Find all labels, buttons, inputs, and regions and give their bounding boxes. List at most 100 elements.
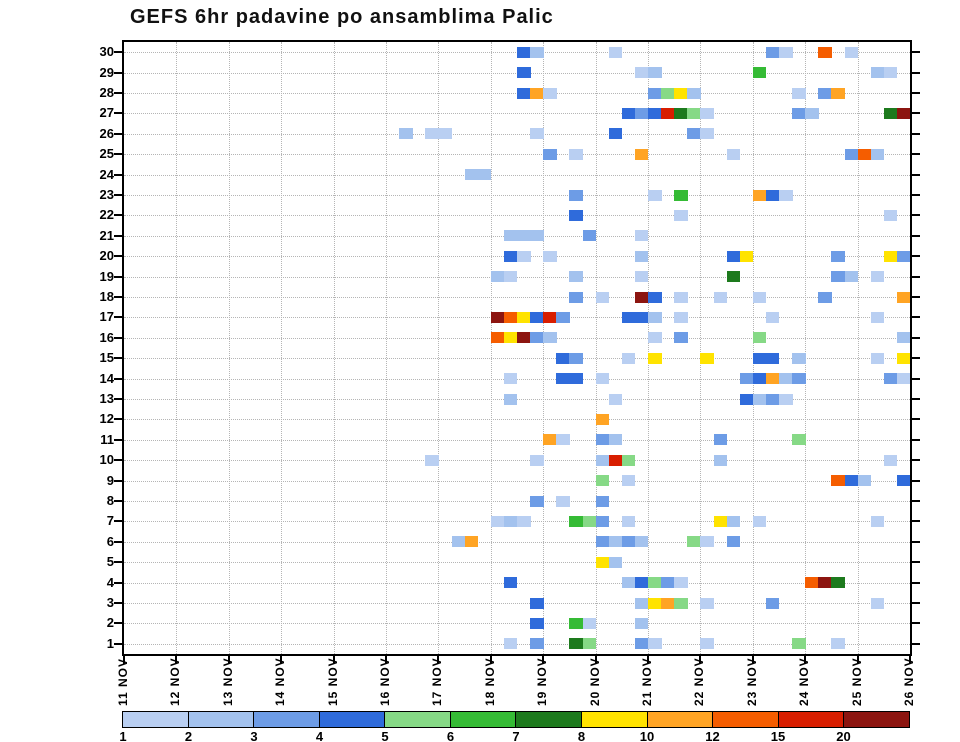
heatmap-cell <box>543 250 557 262</box>
heatmap-cell <box>517 46 531 58</box>
heatmap-cell <box>739 373 754 385</box>
heatmap-cell <box>648 577 662 589</box>
heatmap-cell <box>556 311 570 323</box>
heatmap-cell <box>831 475 845 487</box>
y-axis-tick <box>912 92 920 94</box>
y-axis-tick <box>114 194 122 196</box>
heatmap-cell <box>779 393 793 405</box>
heatmap-cell <box>700 107 714 119</box>
x-axis-label: 20 NOV <box>587 657 602 706</box>
heatmap-cell <box>425 454 439 466</box>
heatmap-cell <box>700 128 714 140</box>
heatmap-cell <box>831 271 845 283</box>
heatmap-cell <box>517 67 531 79</box>
heatmap-cell <box>503 373 518 385</box>
y-axis-tick <box>114 214 122 217</box>
y-axis-tick <box>912 316 920 319</box>
x-axis-tick <box>280 656 283 664</box>
heatmap-cell <box>883 250 898 262</box>
y-axis-tick <box>912 153 920 156</box>
heatmap-cell <box>634 597 649 609</box>
heatmap-cell <box>503 393 518 405</box>
gridline <box>490 42 492 654</box>
heatmap-cell <box>752 393 767 405</box>
heatmap-cell <box>490 332 505 344</box>
y-axis-tick <box>912 479 920 482</box>
y-axis-tick <box>114 622 122 625</box>
heatmap-cell <box>648 597 662 609</box>
gridline <box>124 501 910 502</box>
y-axis-tick <box>114 479 122 482</box>
x-axis-tick <box>542 656 545 664</box>
heatmap-cell <box>517 87 531 99</box>
heatmap-cell <box>896 352 911 364</box>
heatmap-cell <box>556 495 570 507</box>
heatmap-cell <box>595 373 610 385</box>
y-axis-label: 18 <box>99 289 114 304</box>
heatmap-cell <box>870 67 885 79</box>
heatmap-cell <box>792 107 806 119</box>
heatmap-cell <box>530 617 544 629</box>
heatmap-cell <box>648 332 662 344</box>
heatmap-cell <box>451 536 466 548</box>
heatmap-cell <box>425 128 439 140</box>
y-axis-label: 19 <box>99 268 114 284</box>
heatmap-cell <box>883 454 898 466</box>
heatmap-cell <box>687 87 701 99</box>
gridline <box>124 541 910 543</box>
gridline <box>281 42 283 654</box>
x-axis-tick <box>385 656 387 664</box>
y-axis-tick <box>114 357 122 360</box>
heatmap-cell <box>595 434 610 446</box>
y-axis-tick <box>114 112 122 115</box>
y-axis-tick <box>912 459 920 462</box>
y-axis-tick <box>114 581 122 584</box>
colorbar-label: 5 <box>381 729 389 742</box>
colorbar-segment <box>844 712 909 727</box>
heatmap-cell <box>503 311 518 323</box>
heatmap-cell <box>661 87 675 99</box>
heatmap-cell <box>399 128 413 140</box>
heatmap-cell <box>661 597 675 609</box>
heatmap-cell <box>818 87 832 99</box>
heatmap-cell <box>765 189 780 201</box>
x-axis-tick <box>332 656 335 664</box>
heatmap-cell <box>530 597 544 609</box>
heatmap-cell <box>883 107 898 119</box>
heatmap-cell <box>648 189 662 201</box>
y-axis-label: 23 <box>99 187 114 202</box>
x-axis-label: 15 NOV <box>325 657 340 706</box>
heatmap-cell <box>674 577 688 589</box>
gridline <box>124 297 910 298</box>
heatmap-cell <box>582 638 597 650</box>
heatmap-cell <box>687 107 701 119</box>
y-axis-tick <box>912 377 920 380</box>
y-axis-tick <box>912 173 920 176</box>
x-axis-label: 13 NOV <box>220 657 235 706</box>
y-axis-label: 3 <box>106 595 114 610</box>
heatmap-cell <box>648 311 662 323</box>
gridline <box>333 42 335 654</box>
y-axis-label: 9 <box>106 472 114 488</box>
gridline <box>228 42 230 654</box>
x-axis-label: 12 NOV <box>168 657 183 706</box>
heatmap-cell <box>621 352 636 364</box>
heatmap-cell <box>765 311 780 323</box>
heatmap-cell <box>530 230 544 242</box>
y-axis-tick <box>114 132 122 135</box>
heatmap-cell <box>779 46 793 58</box>
x-axis-label: 24 NOV <box>797 657 812 706</box>
heatmap-cell <box>556 352 570 364</box>
heatmap-cell <box>569 189 583 201</box>
y-axis-tick <box>912 275 920 278</box>
x-axis-label: 18 NOV <box>482 657 497 706</box>
colorbar-segment <box>450 712 517 727</box>
heatmap-cell <box>792 638 806 650</box>
y-axis-label: 1 <box>106 635 114 651</box>
y-axis-tick <box>114 500 122 502</box>
x-axis-tick <box>123 656 125 664</box>
y-axis-tick <box>114 173 122 176</box>
gridline <box>176 42 178 654</box>
heatmap-cell <box>870 311 885 323</box>
